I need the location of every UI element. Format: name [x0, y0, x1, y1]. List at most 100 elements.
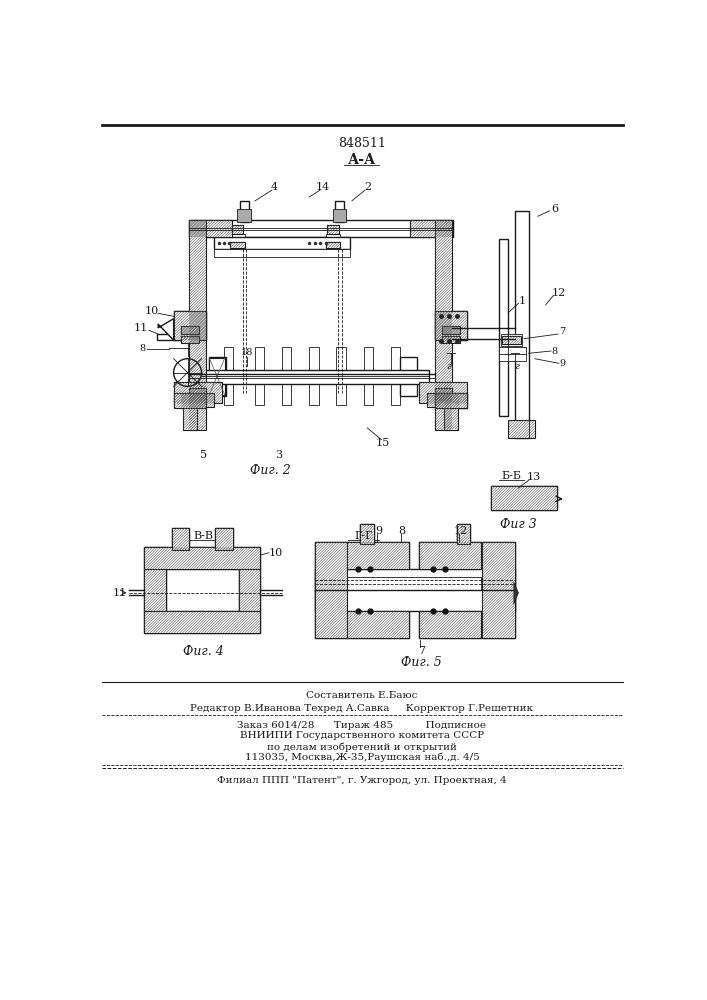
Text: Б-Б: Б-Б [501, 471, 522, 481]
Text: г: г [515, 362, 520, 371]
Bar [209, 357, 226, 396]
Bar [419, 542, 481, 569]
Text: 113035, Москва,Ж-35,Раушская наб.,д. 4/5: 113035, Москва,Ж-35,Раушская наб.,д. 4/5 [245, 753, 479, 762]
Bar [347, 542, 409, 569]
Bar [508, 420, 534, 438]
Bar [239, 569, 260, 611]
Text: 10: 10 [145, 306, 159, 316]
Bar [174, 393, 206, 408]
Bar [144, 569, 166, 611]
Text: Филиал ППП "Патент", г. Ужгород, ул. Проектная, 4: Филиал ППП "Патент", г. Ужгород, ул. Про… [217, 776, 507, 785]
Bar [180, 326, 199, 334]
Bar [172, 528, 189, 550]
Bar [180, 336, 199, 343]
Bar [419, 542, 481, 569]
Text: Фиг 3: Фиг 3 [500, 518, 537, 531]
Bar [230, 234, 245, 242]
Bar [502, 336, 521, 344]
Text: 4: 4 [271, 182, 278, 192]
Text: по делам изобретений и открытий: по делам изобретений и открытий [267, 742, 457, 752]
Text: 9: 9 [560, 359, 566, 368]
Bar [482, 542, 515, 638]
Text: Фиг. 4: Фиг. 4 [182, 645, 223, 658]
Bar [174, 382, 222, 403]
Text: г: г [446, 362, 451, 371]
Bar [491, 486, 557, 510]
Text: Редактор В.Иванова Техред А.Савка     Корректор Г.Решетник: Редактор В.Иванова Техред А.Савка Коррек… [190, 704, 534, 713]
Bar [309, 347, 319, 405]
Bar [144, 547, 260, 569]
Bar [419, 611, 481, 638]
Bar [214, 249, 349, 257]
Bar [499, 239, 508, 416]
Text: 12: 12 [453, 526, 467, 536]
Bar [435, 393, 467, 408]
Bar [400, 357, 417, 396]
Text: А-А: А-А [348, 153, 376, 167]
Bar [335, 201, 344, 222]
Text: Заказ 6014/28      Тираж 485          Подписное: Заказ 6014/28 Тираж 485 Подписное [238, 721, 486, 730]
Bar [315, 542, 347, 638]
Bar [360, 524, 373, 544]
Bar [144, 611, 260, 633]
Bar [156, 334, 175, 340]
Bar [360, 524, 373, 544]
Bar [224, 347, 233, 405]
Bar [209, 358, 225, 395]
Text: 12: 12 [551, 288, 566, 298]
Bar [201, 370, 429, 384]
Bar [282, 347, 291, 405]
Bar [232, 225, 243, 234]
Polygon shape [514, 582, 518, 604]
Text: 5: 5 [199, 450, 206, 460]
Bar [174, 311, 206, 340]
Bar [183, 408, 197, 430]
Bar [444, 408, 458, 430]
Bar [172, 528, 189, 550]
Bar [325, 234, 340, 242]
Bar [187, 340, 192, 356]
Text: 8: 8 [139, 344, 146, 353]
Polygon shape [158, 319, 174, 340]
Bar [189, 220, 206, 401]
Text: 18: 18 [241, 348, 253, 357]
Text: 9: 9 [375, 526, 382, 536]
Bar [216, 528, 233, 550]
Bar [363, 347, 373, 405]
Bar [216, 528, 233, 550]
Bar [240, 201, 249, 222]
Bar [507, 490, 527, 507]
Text: 8: 8 [399, 526, 406, 536]
Bar [332, 209, 346, 222]
Bar [347, 611, 409, 638]
Text: 1: 1 [519, 296, 526, 306]
Bar [347, 611, 409, 638]
Bar [315, 569, 515, 611]
Bar [230, 242, 245, 248]
Bar [442, 326, 460, 334]
Bar [504, 488, 531, 508]
Bar [482, 542, 515, 638]
Text: Фиг. 5: Фиг. 5 [402, 656, 442, 669]
Bar [144, 569, 166, 611]
Text: 8: 8 [552, 347, 558, 356]
Text: 10: 10 [269, 548, 283, 558]
Bar [499, 347, 526, 361]
Bar [435, 393, 467, 408]
Bar [189, 220, 232, 237]
Text: В-В: В-В [193, 531, 213, 541]
Bar [435, 220, 452, 401]
Bar [166, 569, 239, 611]
Bar [347, 577, 481, 590]
Text: Фиг. 2: Фиг. 2 [250, 464, 291, 477]
Bar [410, 220, 452, 237]
Bar [214, 237, 349, 249]
Bar [239, 569, 260, 611]
Bar [315, 542, 347, 638]
Bar [144, 547, 260, 569]
Text: 11: 11 [134, 323, 148, 333]
Bar [457, 524, 470, 544]
Bar [347, 542, 409, 569]
Bar [174, 311, 206, 340]
Bar [189, 220, 452, 237]
